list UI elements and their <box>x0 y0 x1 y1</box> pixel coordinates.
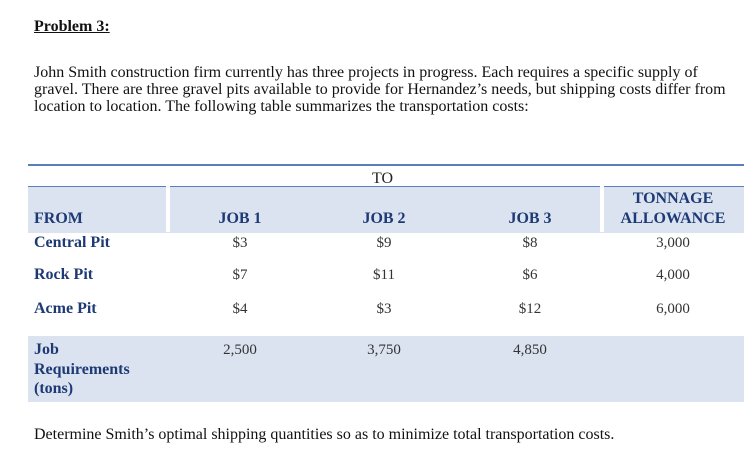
cost-rock-job2: $11 <box>373 267 395 283</box>
header-job-3: JOB 3 <box>508 210 552 227</box>
problem-title: Problem 3: <box>34 18 110 35</box>
requirement-job2: 3,750 <box>367 342 401 358</box>
header-tonnage-line2: ALLOWANCE <box>620 210 726 227</box>
to-label: TO <box>372 170 394 187</box>
problem-closing: Determine Smith’s optimal shipping quant… <box>34 426 615 443</box>
cost-central-job3: $8 <box>522 235 538 251</box>
header-job-2: JOB 2 <box>362 210 406 227</box>
requirement-job1: 2,500 <box>223 342 257 358</box>
requirements-label-line3: (tons) <box>34 380 74 397</box>
row-label-central-pit: Central Pit <box>34 234 110 251</box>
header-band <box>28 186 744 233</box>
cost-acme-job1: $4 <box>232 301 248 317</box>
problem-intro: John Smith construction firm currently h… <box>34 64 726 115</box>
cost-central-job2: $9 <box>376 235 392 251</box>
requirements-label-line2: Requirements <box>34 361 130 378</box>
allowance-central: 3,000 <box>656 235 690 251</box>
allowance-acme: 6,000 <box>656 301 690 317</box>
header-from: FROM <box>34 210 83 227</box>
cost-rock-job3: $6 <box>522 267 538 283</box>
row-label-rock-pit: Rock Pit <box>34 266 94 283</box>
table-top-rule <box>28 164 744 166</box>
requirements-band <box>28 336 744 402</box>
cost-rock-job1: $7 <box>232 267 248 283</box>
requirements-label-line1: Job <box>34 341 59 358</box>
cost-acme-job3: $12 <box>518 301 542 317</box>
band-gap <box>600 186 604 232</box>
allowance-rock: 4,000 <box>656 267 690 283</box>
cost-central-job1: $3 <box>232 235 248 251</box>
header-job-1: JOB 1 <box>218 210 262 227</box>
band-gap <box>166 186 170 232</box>
requirement-job3: 4,850 <box>513 342 547 358</box>
header-tonnage-line1: TONNAGE <box>632 190 714 207</box>
row-label-acme-pit: Acme Pit <box>34 300 97 317</box>
cost-acme-job2: $3 <box>376 301 392 317</box>
